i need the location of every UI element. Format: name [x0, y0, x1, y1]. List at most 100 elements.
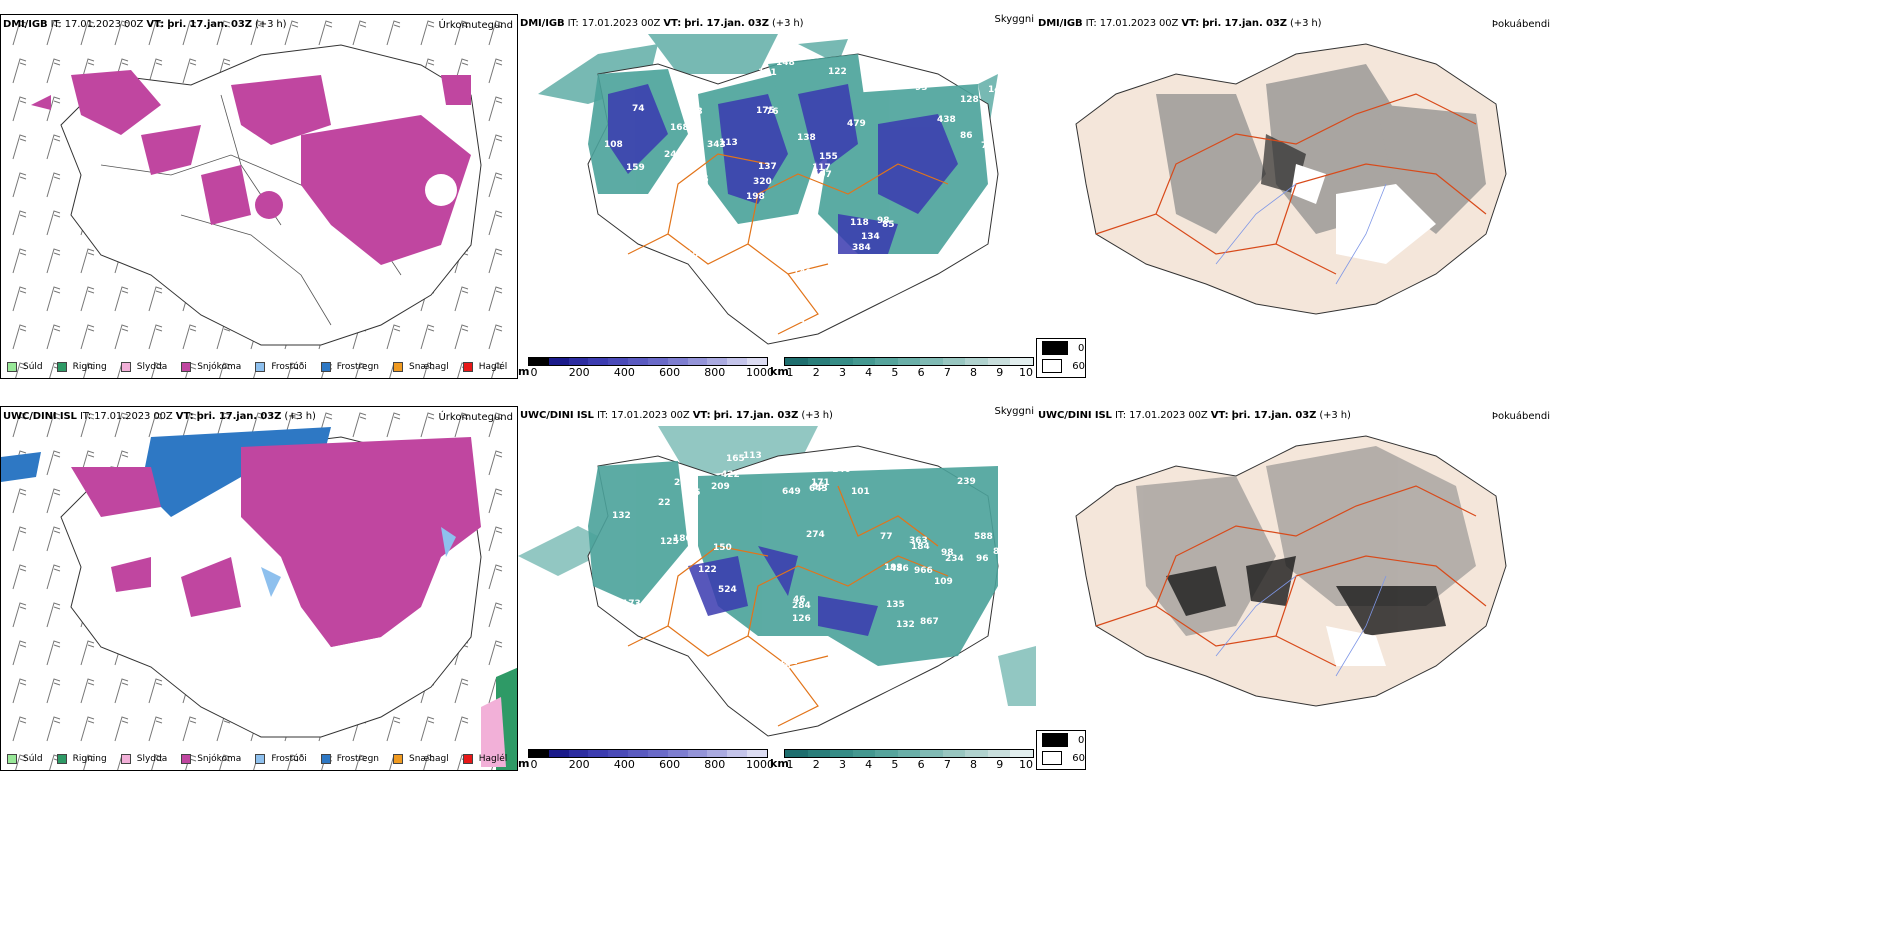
colorbar-unit: m: [518, 757, 530, 770]
colorbar-tick-label: 8: [970, 758, 978, 771]
precip-legend: Súld Rigning Slydda Snjókoma Frostúði Fr…: [7, 751, 517, 767]
visibility-value-label: 274: [806, 530, 825, 540]
visibility-value-label: 185: [690, 175, 709, 185]
visibility-value-label: 88: [747, 707, 760, 717]
visibility-value-label: 384: [852, 243, 871, 253]
visibility-value-label: 438: [937, 115, 956, 125]
colorbar-tick-label: 7: [943, 366, 951, 379]
visibility-value-label: 140: [832, 465, 851, 475]
colorbar-tick-label: 600: [659, 366, 681, 379]
visibility-value-label: 175: [756, 106, 775, 116]
colorbar-cell: [707, 358, 728, 365]
visibility-value-label: 165: [726, 454, 745, 464]
visibility-value-label: 143: [988, 85, 1007, 95]
visibility-value-label: 95: [611, 319, 624, 329]
colorbar-tick-label: 10: [1019, 758, 1033, 771]
colorbar-tick-label: 8: [970, 366, 978, 379]
colorbar-cell: [529, 358, 549, 365]
visibility-value-label: 25: [629, 603, 642, 613]
colorbar-cell: [830, 358, 853, 365]
visibility-value-label: 343: [707, 140, 726, 150]
precip-type-panel-r2: UWC/DINI ISL IT: 17.01.2023 00Z VT: þri.…: [0, 406, 518, 771]
colorbar-unit: km: [770, 757, 789, 770]
visibility-value-label: 98: [941, 548, 954, 558]
colorbar-cell: [987, 750, 1011, 757]
fog-index-map-r2: [1075, 435, 1507, 707]
colorbar-tick-label: 1: [786, 366, 794, 379]
visibility-km-colorbar: km 1 2 3 4 5 6 7 8 9 10: [770, 355, 1035, 383]
visibility-value-label: 86: [960, 131, 973, 141]
precip-type-map-r1: [1, 15, 517, 378]
colorbar-cell: [747, 750, 767, 757]
colorbar-tick-label: 800: [704, 758, 726, 771]
colorbar-cell: [707, 750, 728, 757]
visibility-value-label: 363: [909, 536, 928, 546]
colorbar-cell: [667, 750, 688, 757]
colorbar-tick-label: 3: [838, 758, 846, 771]
visibility-value-label: 867: [920, 617, 939, 627]
visibility-value-label: 284: [674, 478, 693, 488]
legend-item: Súld: [7, 754, 43, 764]
legend-item: Snæhagl: [393, 362, 449, 372]
colorbar-tick-label: 9: [996, 366, 1004, 379]
visibility-value-label: 249: [664, 150, 683, 160]
panel-header: DMI/IGB IT: 17.01.2023 00Z VT: þri. 17.j…: [1038, 18, 1322, 29]
fog-index-map-r1: [1075, 43, 1507, 315]
visibility-value-label: 198: [746, 192, 765, 202]
visibility-value-label: 74: [632, 104, 645, 114]
colorbar-tick-label: 0: [530, 758, 538, 771]
visibility-value-label: 352: [651, 690, 670, 700]
colorbar-tick-label: 3: [838, 366, 846, 379]
visibility-value-label: 95: [812, 482, 825, 492]
colorbar-cell: [965, 750, 988, 757]
visibility-value-label: 159: [626, 163, 645, 173]
colorbar-cell: [647, 750, 668, 757]
colorbar-cell: [807, 750, 831, 757]
colorbar-cell: [897, 750, 921, 757]
visibility-value-label: 113: [743, 451, 762, 461]
visibility-value-label: 230: [645, 324, 664, 334]
visibility-value-label: 101: [851, 487, 870, 497]
visibility-value-label: 239: [957, 477, 976, 487]
fog-index-panel-r1: DMI/IGB IT: 17.01.2023 00Z VT: þri. 17.j…: [1036, 14, 1552, 336]
visibility-value-label: 524: [718, 585, 737, 595]
colorbar-cell: [1010, 750, 1034, 757]
colorbar-cell: [628, 358, 648, 365]
visibility-value-label: 284: [792, 601, 811, 611]
visibility-value-label: 93: [915, 83, 928, 93]
colorbar-cell: [647, 358, 668, 365]
visibility-value-label: 22: [658, 498, 671, 508]
visibility-value-label: 105: [644, 314, 663, 324]
colorbar-cell: [807, 358, 831, 365]
panel-header: UWC/DINI ISL IT: 17.01.2023 00Z VT: þri.…: [3, 411, 316, 422]
colorbar-cell: [588, 750, 609, 757]
visibility-value-label: 422: [721, 470, 740, 480]
product-label: Þokuábendi: [1491, 19, 1550, 30]
visibility-value-label: 874: [679, 668, 698, 678]
colorbar-cell: [830, 750, 853, 757]
visibility-value-label: 433: [684, 107, 703, 117]
product-label: Skyggni: [994, 14, 1034, 25]
visibility-value-label: 966: [914, 566, 933, 576]
visibility-value-label: 134: [861, 232, 880, 242]
visibility-panel-r1: 159 128 198 479 33 175 138 164 113 76 92 76 155 85 74 1…: [518, 14, 1036, 384]
colorbar-cell: [548, 358, 569, 365]
fog-index-legend-r2: 0 60: [1036, 730, 1086, 770]
colorbar-tick-label: 4: [865, 366, 873, 379]
visibility-value-label: 125: [660, 537, 679, 547]
visibility-value-label: 98: [877, 216, 890, 226]
visibility-value-label: 108: [754, 270, 773, 280]
visibility-value-label: 193: [884, 563, 903, 573]
visibility-km-colorbar: km 1 2 3 4 5 6 7 8 9 10: [770, 747, 1035, 775]
colorbar-cell: [897, 358, 921, 365]
visibility-value-label: 180: [673, 534, 692, 544]
visibility-value-label: 132: [896, 620, 915, 630]
colorbar-tick-label: 5: [891, 366, 899, 379]
legend-item: Frostúði: [255, 754, 307, 764]
legend-item: Slydda: [120, 362, 167, 372]
colorbar-cell: [1010, 358, 1034, 365]
colorbar-cell: [529, 750, 549, 757]
colorbar-tick-label: 600: [659, 758, 681, 771]
colorbar-cell: [852, 358, 876, 365]
visibility-value-label: 168: [670, 123, 689, 133]
